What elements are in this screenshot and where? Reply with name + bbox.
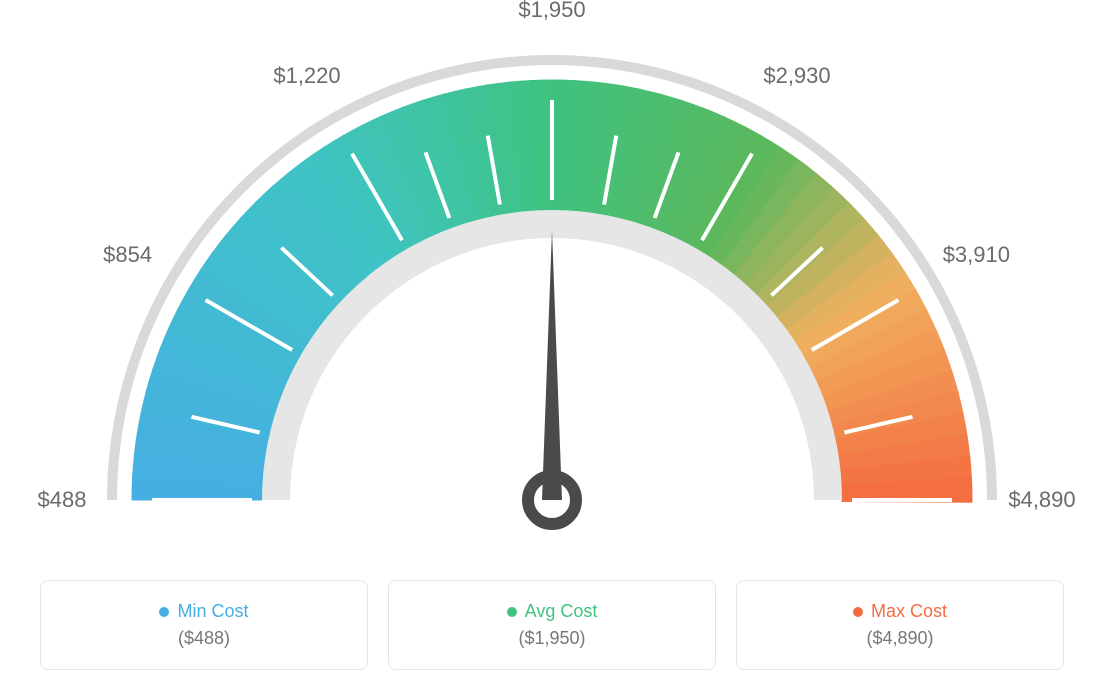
legend-label-avg: Avg Cost	[525, 601, 598, 622]
cost-gauge-container: $488 $854 $1,220 $1,950 $2,930 $3,910 $4,890 M…	[0, 0, 1104, 690]
gauge-tick-label: $488	[38, 487, 87, 513]
legend-top-max: Max Cost	[853, 601, 947, 622]
gauge-needle	[542, 230, 562, 500]
legend-value-min: ($488)	[178, 628, 230, 649]
gauge-tick-label: $1,220	[273, 63, 340, 89]
legend-top-avg: Avg Cost	[507, 601, 598, 622]
legend-box-min: Min Cost ($488)	[40, 580, 368, 670]
legend-value-max: ($4,890)	[866, 628, 933, 649]
gauge-tick-label: $2,930	[763, 63, 830, 89]
legend-box-max: Max Cost ($4,890)	[736, 580, 1064, 670]
gauge-area: $488 $854 $1,220 $1,950 $2,930 $3,910 $4,890	[0, 0, 1104, 560]
gauge-tick-label: $1,950	[518, 0, 585, 23]
legend-top-min: Min Cost	[159, 601, 248, 622]
legend-dot-min	[159, 607, 169, 617]
legend-dot-avg	[507, 607, 517, 617]
gauge-tick-label: $3,910	[943, 242, 1010, 268]
legend-box-avg: Avg Cost ($1,950)	[388, 580, 716, 670]
gauge-tick-label: $854	[103, 242, 152, 268]
gauge-tick-label: $4,890	[1008, 487, 1075, 513]
legend-label-max: Max Cost	[871, 601, 947, 622]
legend-dot-max	[853, 607, 863, 617]
legend-value-avg: ($1,950)	[518, 628, 585, 649]
gauge-svg	[0, 0, 1104, 560]
legend-row: Min Cost ($488) Avg Cost ($1,950) Max Co…	[40, 580, 1064, 670]
legend-label-min: Min Cost	[177, 601, 248, 622]
